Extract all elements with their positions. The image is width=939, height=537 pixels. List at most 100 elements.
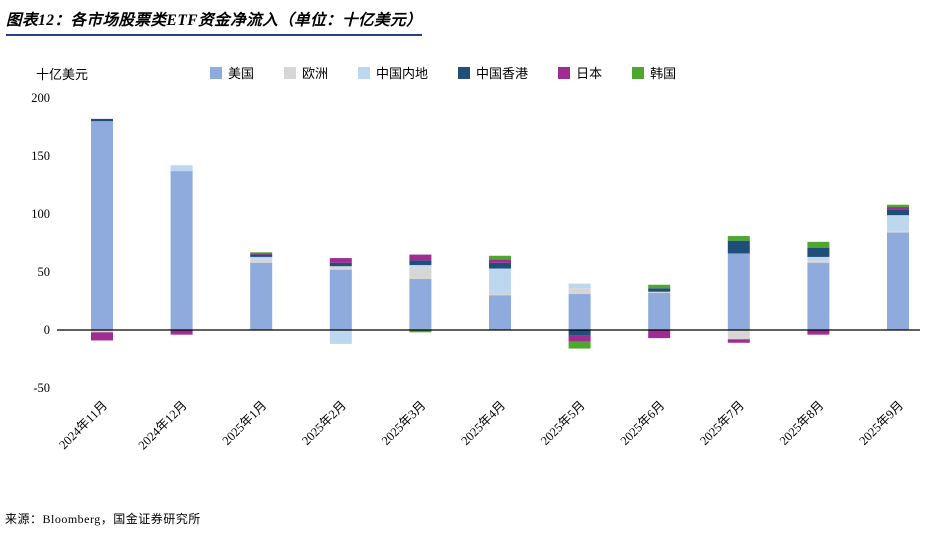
bar-segment (91, 332, 113, 341)
x-axis-label: 2025年5月 (538, 398, 588, 448)
legend-label: 欧洲 (302, 66, 329, 81)
bar-segment (250, 259, 273, 263)
y-axis-tick-label: 0 (44, 323, 50, 337)
x-axis-label: 2025年6月 (618, 398, 668, 448)
legend-item: 中国内地 (358, 63, 428, 82)
bar-segment (409, 265, 432, 268)
legend-label: 中国香港 (476, 66, 529, 81)
bar-segment (329, 330, 352, 344)
bar-segment (887, 207, 909, 210)
y-axis-tick-label: 200 (31, 91, 50, 105)
bar-segment (250, 252, 273, 254)
bar-segment (489, 268, 511, 295)
y-axis-tick-label: 100 (31, 207, 50, 221)
bar-segment (887, 232, 909, 330)
bar-segment (170, 330, 193, 335)
x-axis-label: 2024年11月 (56, 398, 110, 452)
bar-segment (409, 278, 432, 330)
legend-label: 美国 (228, 66, 255, 81)
legend-swatch (458, 66, 471, 79)
bar-segment (329, 269, 352, 330)
figure-title-row: 图表12：各市场股票类ETF资金净流入（单位：十亿美元） (6, 8, 423, 36)
legend-label: 韩国 (650, 66, 677, 81)
bar-segment (807, 262, 830, 330)
legend-swatch (284, 66, 297, 79)
y-axis-tick-label: 150 (31, 149, 50, 163)
bar-segment (568, 283, 591, 289)
bar-segment (568, 288, 591, 295)
bar-segment (170, 165, 193, 172)
bar-segment (568, 330, 591, 336)
bar-segment (329, 262, 352, 267)
bar-segment (648, 284, 671, 289)
x-axis-label: 2025年2月 (299, 398, 349, 448)
legend-label: 中国内地 (376, 66, 429, 81)
x-axis-label: 2024年12月 (136, 398, 190, 452)
bar-segment (329, 266, 352, 270)
figure-title: 图表12：各市场股票类ETF资金净流入（单位：十亿美元） (6, 8, 423, 36)
bar-segment (807, 260, 830, 263)
bar-segment (489, 294, 511, 296)
bar-segment (409, 330, 432, 333)
bar-segment (887, 209, 909, 216)
bar-segment (648, 288, 671, 292)
bar-segment (727, 330, 750, 340)
x-axis-label: 2025年1月 (220, 398, 270, 448)
bar-segment (409, 260, 432, 266)
bar-segment (807, 247, 830, 257)
bar-segment (250, 253, 273, 255)
x-axis-label: 2025年8月 (777, 398, 827, 448)
bar-segment (727, 253, 750, 330)
bar-segment (170, 171, 193, 330)
y-axis-tick-label: 50 (38, 265, 51, 279)
bar-segment (91, 121, 113, 330)
bar-segment (648, 330, 671, 339)
legend-swatch (632, 66, 645, 79)
source-note: 来源：Bloomberg，国金证券研究所 (5, 512, 201, 526)
legend-swatch (210, 66, 222, 79)
legend-item: 日本 (558, 63, 602, 82)
legend-swatch (558, 66, 571, 79)
x-axis-label: 2025年4月 (458, 398, 508, 448)
bar-segment (568, 294, 591, 330)
y-axis-tick-label: -50 (33, 381, 50, 395)
bar-segment (250, 256, 273, 260)
bar-segment (727, 339, 750, 343)
legend-item: 中国香港 (458, 63, 528, 82)
bar-segment (807, 256, 830, 261)
bar-segment (489, 255, 511, 260)
legend-swatch (358, 66, 371, 79)
legend-item: 韩国 (632, 63, 676, 82)
bar-segment (887, 204, 909, 208)
x-axis-label: 2025年3月 (379, 398, 429, 448)
bar-segment (648, 291, 671, 293)
bar-segment (887, 231, 909, 233)
bar-segment (807, 330, 830, 335)
bar-segment (91, 330, 113, 333)
chart-legend: 美国 欧洲 中国内地 中国香港 日本 韩国 (210, 63, 676, 82)
bar-segment (91, 118, 113, 122)
bar-segment (727, 240, 750, 254)
bar-segment (329, 258, 352, 263)
bar-segment (489, 262, 511, 269)
bar-segment (409, 267, 432, 279)
bar-segment (648, 292, 671, 330)
bar-segment (409, 254, 432, 261)
bar-segment (489, 259, 511, 263)
bar-segment (250, 254, 273, 257)
y-axis-unit-label: 十亿美元 (36, 67, 89, 82)
x-axis-label: 2025年9月 (856, 398, 906, 448)
bar-segment (489, 295, 511, 330)
bar-segment (568, 335, 591, 342)
bar-segment (887, 215, 909, 232)
bar-segment (727, 236, 750, 241)
x-axis-label: 2025年7月 (697, 398, 747, 448)
legend-item: 欧洲 (284, 63, 328, 82)
legend-item: 美国 (210, 63, 254, 82)
bar-segment (250, 262, 273, 330)
bar-segment (568, 341, 591, 349)
legend-label: 日本 (576, 66, 603, 81)
bar-segment (807, 241, 830, 248)
